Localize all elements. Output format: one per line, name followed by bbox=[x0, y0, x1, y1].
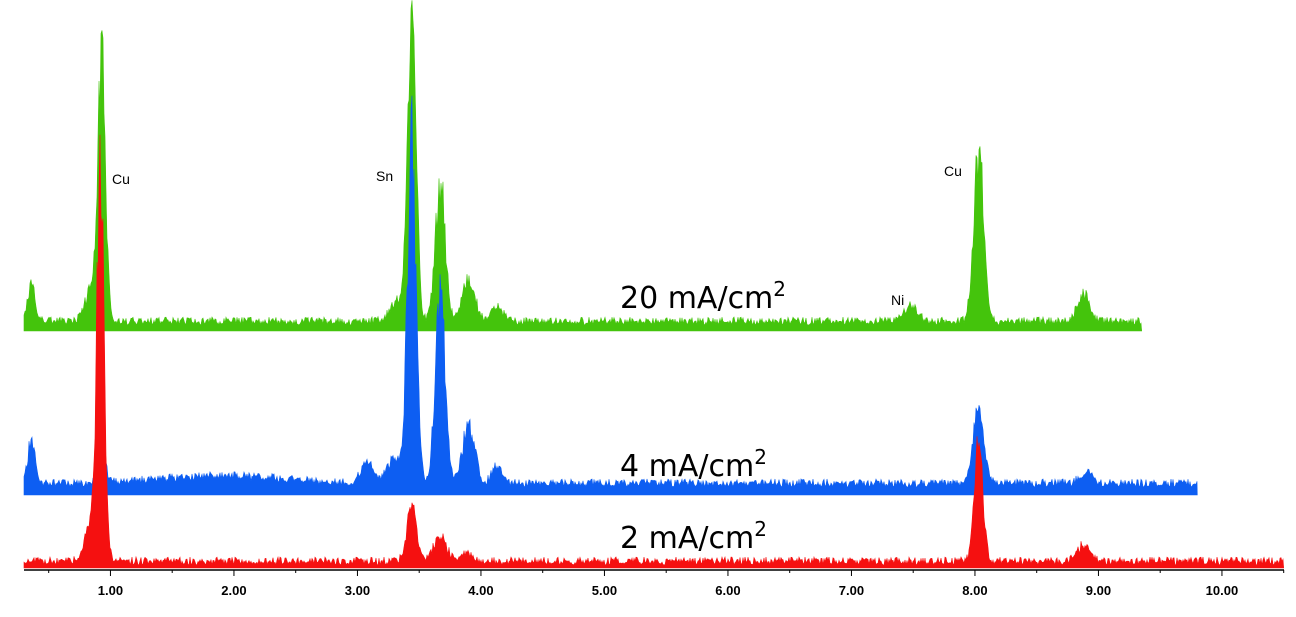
spectrum-trace-1 bbox=[23, 0, 1143, 332]
peak-label-cu: Cu bbox=[944, 163, 962, 179]
x-tick-label: 4.00 bbox=[468, 583, 493, 598]
spectra-traces bbox=[23, 0, 1285, 569]
peak-label-sn: Sn bbox=[376, 168, 393, 184]
series-labels: 20 mA/cm2 4 mA/cm2 2 mA/cm2 bbox=[620, 277, 786, 556]
spectrum-trace-3 bbox=[23, 134, 1285, 569]
series-label-superscript: 2 bbox=[754, 445, 767, 469]
x-tick-label: 6.00 bbox=[715, 583, 740, 598]
x-tick-label: 3.00 bbox=[345, 583, 370, 598]
x-tick-label: 8.00 bbox=[962, 583, 987, 598]
series-label-2: 4 mA/cm2 bbox=[620, 445, 767, 484]
x-tick-label: 1.00 bbox=[98, 583, 123, 598]
peak-label-ni: Ni bbox=[891, 292, 904, 308]
peak-labels: Cu Sn Ni Cu bbox=[112, 163, 962, 308]
x-tick-label: 2.00 bbox=[221, 583, 246, 598]
peak-label-cu: Cu bbox=[112, 171, 130, 187]
x-tick-label: 7.00 bbox=[839, 583, 864, 598]
x-tick-label: 5.00 bbox=[592, 583, 617, 598]
x-axis-ticks: 1.00 2.00 3.00 4.00 5.00 6.00 7.00 8.00 9.00 10.0… bbox=[48, 570, 1285, 598]
x-tick-label: 9.00 bbox=[1086, 583, 1111, 598]
series-label-3: 2 mA/cm2 bbox=[620, 517, 767, 556]
spectrum-trace-2 bbox=[23, 95, 1198, 496]
series-label-1: 20 mA/cm2 bbox=[620, 277, 786, 316]
series-label-superscript: 2 bbox=[754, 517, 767, 541]
x-tick-label: 10.00 bbox=[1206, 583, 1239, 598]
series-label-superscript: 2 bbox=[773, 277, 786, 301]
